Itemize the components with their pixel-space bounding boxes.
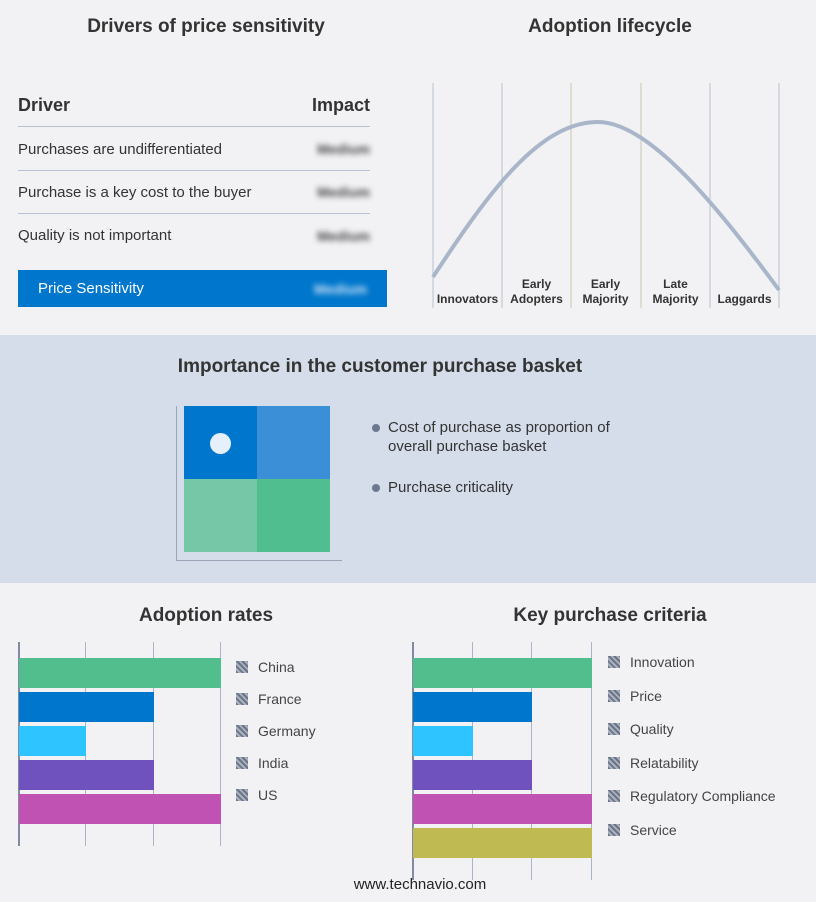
bar-france [19, 692, 154, 722]
driver-name: Purchases are undifferentiated [18, 140, 223, 158]
legend-label: Innovation [630, 654, 695, 670]
bar-price [413, 692, 533, 722]
legend-swatch-icon [608, 656, 620, 668]
basket-title: Importance in the customer purchase bask… [177, 356, 583, 377]
legend-swatch-icon [608, 756, 620, 769]
driver-impact: Medium [317, 184, 370, 200]
driver-impact: Medium [317, 141, 370, 157]
legend-item: US [236, 787, 277, 803]
bar-relatability [413, 760, 533, 790]
gridline [220, 642, 221, 846]
stage-label-line: Laggards [717, 292, 772, 306]
legend-swatch-icon [236, 661, 248, 673]
legend-item: France [236, 691, 302, 707]
basket-marker [210, 433, 231, 454]
stage-label-line: Early [590, 277, 621, 291]
legend-item: Quality [608, 721, 674, 737]
bullet-icon [372, 424, 380, 432]
legend-swatch-icon [608, 723, 620, 736]
adoption-lifecycle-diagram [431, 83, 781, 308]
bullet-icon [372, 484, 380, 492]
drivers-header: Driver Impact [18, 84, 370, 127]
stage-label-line: Majority [582, 292, 629, 306]
stage-label: Late Majority [641, 277, 710, 307]
adoption-rates-title: Adoption rates [138, 605, 274, 626]
bar-china [19, 658, 221, 688]
lifecycle-title: Adoption lifecycle [528, 16, 692, 37]
basket-quadrant [257, 479, 330, 552]
basket-quadrant [184, 479, 257, 552]
legend-label: Quality [630, 721, 674, 738]
driver-row: Purchase is a key cost to the buyer Mediu… [18, 171, 370, 214]
gridline [152, 642, 154, 846]
stage-label: Laggards [710, 292, 779, 307]
legend-label: US [258, 787, 278, 803]
legend-item: Purchase criticality [388, 479, 514, 496]
driver-impact: Medium [317, 227, 370, 244]
legend-item: China [236, 659, 295, 675]
gridline [591, 642, 592, 880]
legend-label: Service [630, 822, 677, 838]
driver-name: Quality is not important [18, 227, 172, 244]
stage-label-line: Late [663, 277, 688, 291]
bar-service [413, 828, 592, 858]
bar-us [19, 794, 221, 824]
price-sensitivity-summary: Price Sensitivity Medium [18, 270, 387, 307]
legend-item: India [236, 755, 288, 771]
legend-label: China [258, 659, 295, 675]
driver-row: Purchases are undifferentiated Medium [18, 128, 370, 171]
basket-legend: Cost of purchase as proportion of overal… [372, 418, 642, 497]
legend-swatch-icon [608, 824, 620, 836]
stage-label-line: Innovators [436, 292, 499, 306]
legend-label: India [258, 755, 289, 771]
legend-label: Germany [258, 723, 316, 739]
legend-item: Service [608, 822, 677, 838]
basket-quadrant [257, 406, 330, 479]
stage-label-line: Majority [652, 292, 699, 306]
footer-url: www.technavio.com [353, 876, 487, 893]
driver-name: Purchase is a key cost to the buyer [18, 183, 252, 201]
legend-item: Relatability [608, 755, 698, 771]
stage-label: Early Majority [571, 277, 640, 307]
legend-label: Regulatory Compliance [630, 788, 776, 805]
bar-quality [413, 726, 473, 756]
driver-row: Quality is not important Medium [18, 214, 370, 257]
stage-label-line: Early [521, 277, 552, 291]
legend-item: Price [608, 688, 662, 704]
legend-swatch-icon [236, 693, 248, 705]
bar-regulatory-compliance [413, 794, 592, 824]
summary-impact: Medium [314, 280, 367, 297]
impact-col-header: Impact [311, 94, 370, 115]
legend-label: Relatability [630, 754, 699, 771]
bar-innovation [413, 658, 592, 688]
legend-item: Regulatory Compliance [608, 788, 776, 804]
legend-item: Innovation [608, 654, 695, 670]
bar-india [19, 760, 154, 790]
driver-col-header: Driver [18, 94, 71, 115]
bar-germany [19, 726, 87, 756]
drivers-title: Drivers of price sensitivity [87, 16, 325, 37]
legend-swatch-icon [608, 689, 620, 702]
adoption-curve [431, 119, 781, 292]
basket-section [0, 335, 816, 583]
legend-item: Germany [236, 723, 316, 739]
legend-swatch-icon [236, 757, 248, 769]
legend-label: France [258, 691, 302, 707]
stage-label: Innovators [433, 292, 502, 307]
legend-swatch-icon [236, 789, 248, 801]
kpc-title: Key purchase criteria [513, 605, 707, 626]
legend-swatch-icon [236, 725, 248, 737]
summary-label: Price Sensitivity [38, 280, 144, 297]
legend-item: Cost of purchase as proportion of overal… [388, 419, 610, 455]
legend-swatch-icon [608, 790, 620, 803]
legend-label: Price [630, 687, 662, 704]
stage-label: Early Adopters [502, 277, 571, 307]
stage-label-line: Adopters [510, 292, 563, 306]
